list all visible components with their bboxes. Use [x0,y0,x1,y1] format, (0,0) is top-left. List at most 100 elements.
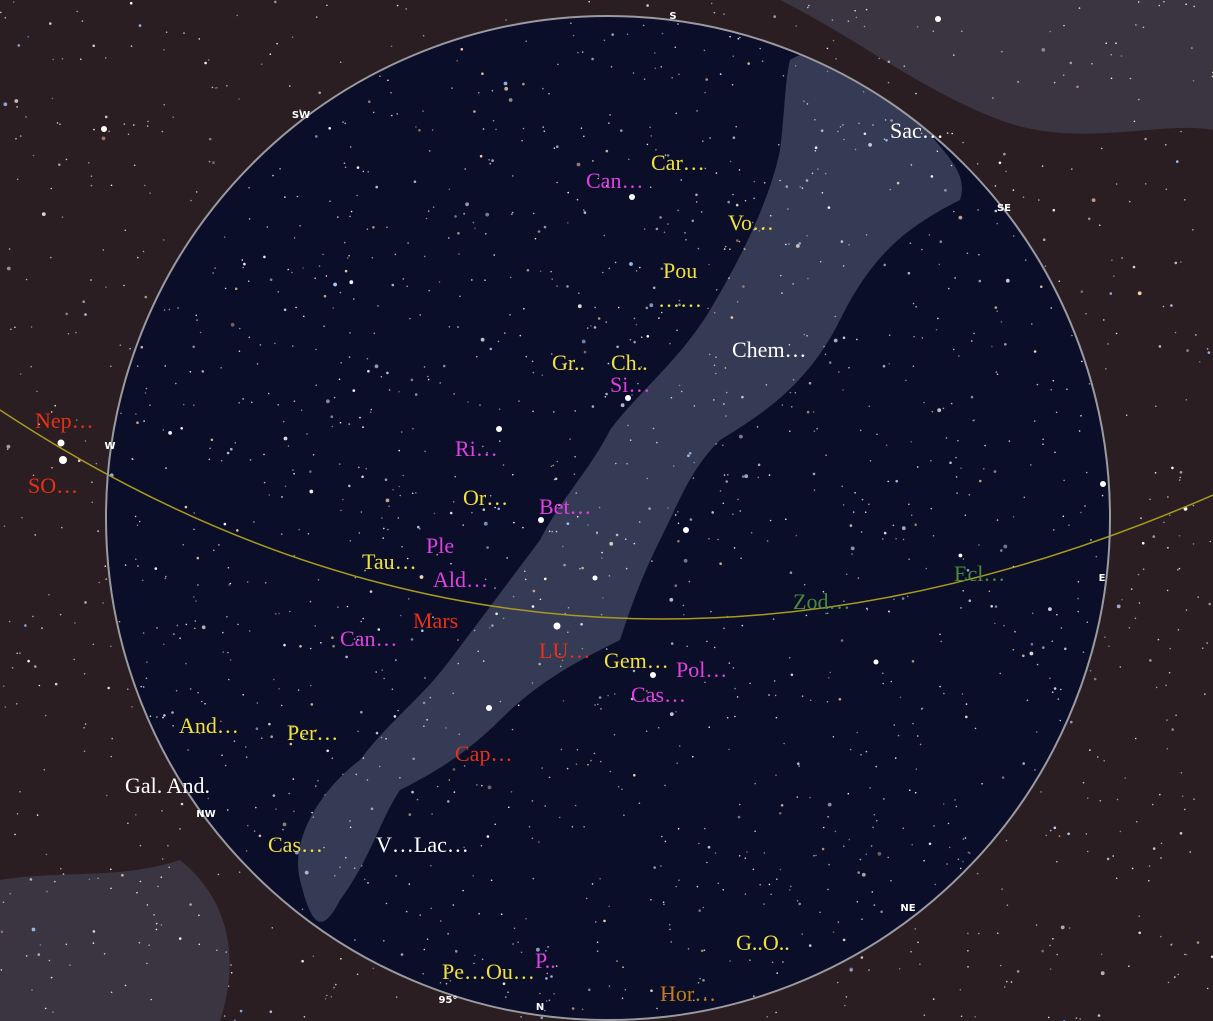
label-go[interactable]: G..O.. [736,930,790,955]
star [185,662,187,665]
label-can-mid[interactable]: Can… [340,626,397,651]
star [826,47,829,50]
star [163,643,165,646]
label-ple[interactable]: Ple [426,533,454,558]
star [1070,720,1073,724]
star-marker[interactable] [592,575,598,581]
star [473,629,476,632]
star [621,997,624,1000]
label-ecl[interactable]: Ecl… [954,561,1005,586]
star [993,470,997,473]
label-ald[interactable]: Ald… [433,567,488,592]
star [1063,24,1065,27]
star-marker[interactable] [538,517,544,523]
star [273,678,275,681]
star [1152,847,1156,850]
label-pe-ou[interactable]: Pe…Ou… [442,959,535,984]
star [732,55,735,57]
label-per[interactable]: Per… [287,720,338,745]
label-gem[interactable]: Gem… [604,648,669,673]
star-marker[interactable] [101,126,107,132]
star [50,187,53,190]
label-pou-dots[interactable]: …… [658,287,702,312]
star [525,40,527,42]
label-mars[interactable]: Mars [413,608,458,633]
star [547,946,549,948]
star [564,612,566,615]
star-marker[interactable] [486,705,492,711]
star [269,278,273,282]
star-marker[interactable] [1100,481,1106,487]
star [870,845,873,847]
label-sac[interactable]: Sac… [890,118,944,143]
star-marker[interactable] [683,527,689,533]
moon-marker[interactable] [553,622,561,630]
star [362,757,365,759]
label-vo[interactable]: Vo… [728,210,774,235]
star [923,1014,926,1016]
label-pou[interactable]: Pou [663,258,697,283]
star-marker[interactable] [625,395,631,401]
star [422,973,425,975]
star-marker[interactable] [650,672,656,678]
label-so[interactable]: SO… [28,473,78,498]
star [1077,610,1079,613]
star [542,87,544,90]
sun-marker[interactable] [59,456,67,464]
label-gr[interactable]: Gr.. [552,350,585,375]
star [599,878,601,880]
star [763,852,766,854]
label-gal-and[interactable]: Gal. And. [125,773,210,798]
star [323,294,327,298]
star [550,270,552,273]
label-si[interactable]: Si… [610,372,650,397]
star [652,286,656,290]
star [629,338,632,341]
star [463,213,465,215]
star [1049,30,1051,33]
star [54,682,58,686]
label-v-lac[interactable]: V…Lac… [376,832,469,857]
label-car[interactable]: Car… [651,150,705,175]
label-tau[interactable]: Tau… [362,549,417,574]
label-chem[interactable]: Chem… [732,337,807,362]
label-or[interactable]: Or… [463,485,508,510]
star [1081,360,1083,363]
label-and[interactable]: And… [179,713,239,738]
star [1208,602,1211,606]
label-can-top[interactable]: Can… [586,168,643,193]
label-ch[interactable]: Ch.. [611,350,648,375]
star [499,440,501,442]
neptune-marker[interactable] [57,439,65,447]
star [974,727,977,730]
label-cas[interactable]: Cas… [268,832,323,857]
star-marker[interactable] [496,426,502,432]
label-zod[interactable]: Zod… [793,589,850,614]
star [405,8,408,10]
star [46,890,48,893]
star [1091,62,1093,65]
star-marker[interactable] [629,194,635,200]
label-cas-star[interactable]: Cas… [631,682,686,707]
label-bet[interactable]: Bet… [539,494,592,519]
label-p[interactable]: P.. [535,948,556,973]
star-marker[interactable] [935,16,941,22]
star [236,529,239,532]
star [15,703,18,705]
label-nep[interactable]: Nep… [35,408,94,433]
label-pol[interactable]: Pol… [676,657,727,682]
star [224,764,227,767]
star [811,172,814,175]
star-marker[interactable] [873,659,879,665]
label-ri[interactable]: Ri… [455,436,498,461]
star [160,876,163,878]
star [951,132,953,135]
label-cap[interactable]: Cap… [455,741,512,766]
star [32,474,35,477]
label-hor[interactable]: Hor… [660,981,716,1006]
star [602,597,604,599]
label-lu[interactable]: LU… [539,638,590,663]
star [127,822,129,825]
